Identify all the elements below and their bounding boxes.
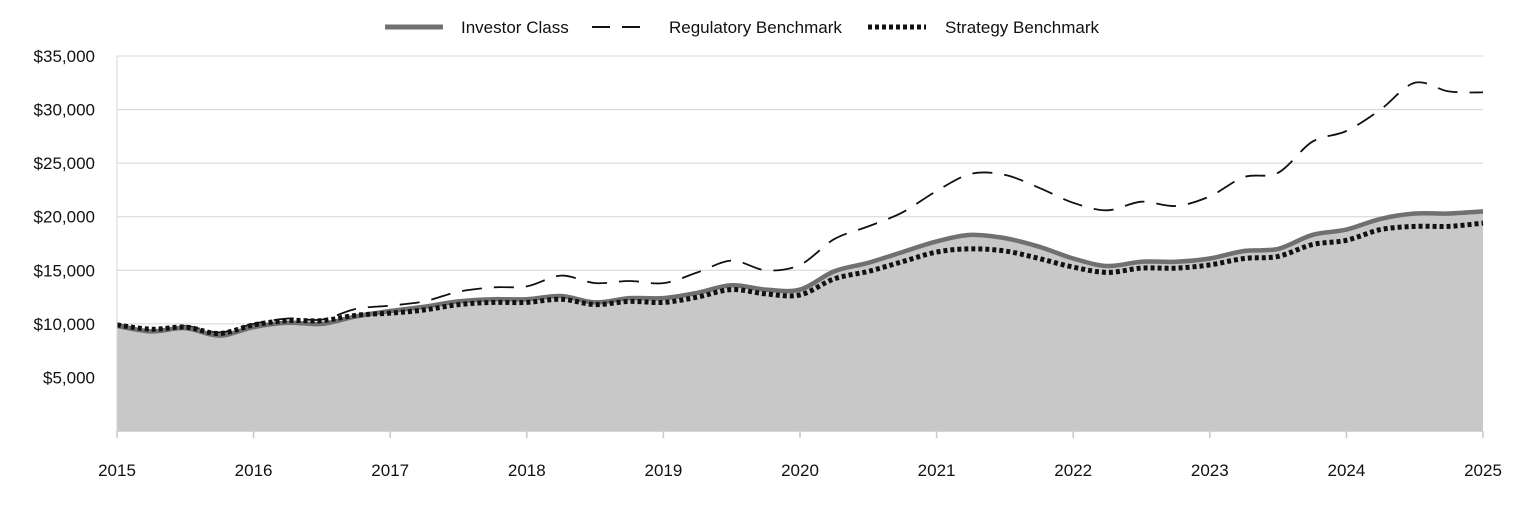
chart-legend: Investor Class Regulatory Benchmark Stra… <box>385 18 1100 37</box>
x-tick-label: 2020 <box>781 461 819 480</box>
x-tick-label: 2018 <box>508 461 546 480</box>
y-tick-label: $10,000 <box>34 315 95 334</box>
x-tick-label: 2023 <box>1191 461 1229 480</box>
x-tick-label: 2024 <box>1327 461 1365 480</box>
x-tick-label: 2015 <box>98 461 136 480</box>
legend-label-strategy-benchmark: Strategy Benchmark <box>945 18 1100 37</box>
series-lines <box>116 81 1484 338</box>
x-tick-label: 2022 <box>1054 461 1092 480</box>
x-tick-labels: 2015 2016 2017 2018 2019 2020 2021 2022 2023 2024… <box>98 461 1502 480</box>
y-tick-label: $35,000 <box>34 47 95 66</box>
area-layer <box>117 211 1483 431</box>
x-tick-label: 2021 <box>918 461 956 480</box>
y-tick-label: $5,000 <box>43 368 95 387</box>
x-tick-label: 2025 <box>1464 461 1502 480</box>
legend-label-regulatory-benchmark: Regulatory Benchmark <box>669 18 842 37</box>
y-tick-labels: $5,000 $10,000 $15,000 $20,000 $25,000 $30,00… <box>34 47 95 387</box>
x-tick-label: 2016 <box>235 461 273 480</box>
series-line-regulatory-benchmark <box>116 81 1484 334</box>
series-line-strategy-benchmark <box>116 220 1484 336</box>
y-tick-label: $30,000 <box>34 101 95 120</box>
x-tick-label: 2017 <box>371 461 409 480</box>
legend-label-investor-class: Investor Class <box>461 18 569 37</box>
x-tick-label: 2019 <box>644 461 682 480</box>
axes <box>116 56 1484 438</box>
y-tick-label: $25,000 <box>34 154 95 173</box>
series-area-investor-class <box>117 211 1483 431</box>
y-tick-label: $20,000 <box>34 208 95 227</box>
y-tick-label: $15,000 <box>34 261 95 280</box>
